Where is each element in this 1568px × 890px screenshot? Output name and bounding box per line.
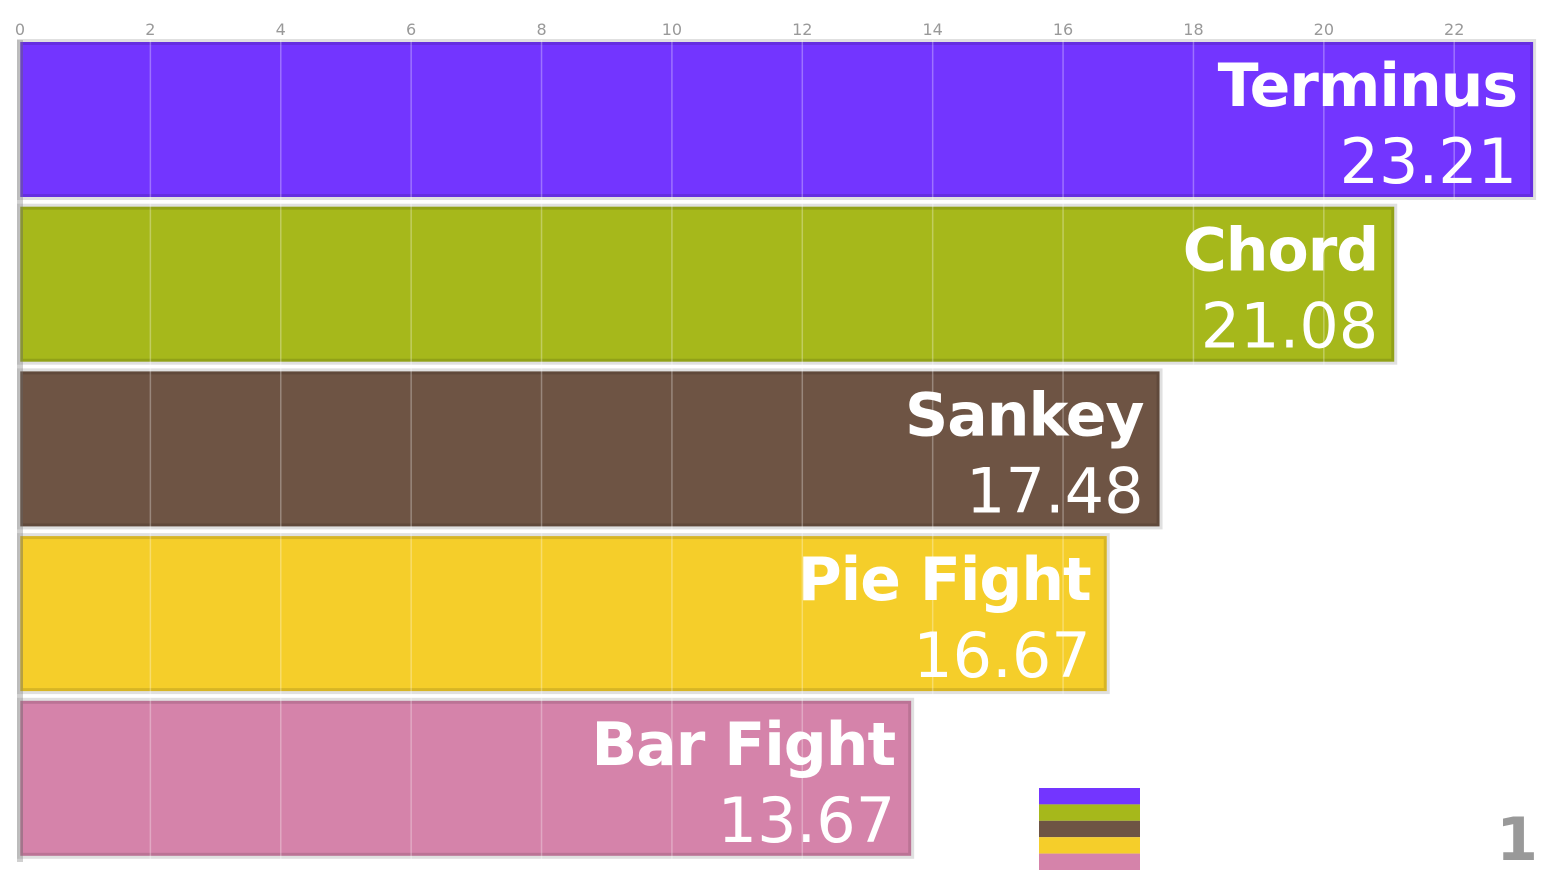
bar-value: 13.67	[718, 784, 896, 857]
counter: 1	[1496, 805, 1538, 875]
bar-name: Terminus	[1218, 51, 1517, 121]
bar	[17, 368, 1163, 530]
bar-name: Pie Fight	[798, 545, 1091, 615]
bar	[17, 533, 1110, 695]
x-tick-label: 4	[276, 20, 286, 39]
bar-value: 17.48	[966, 454, 1144, 527]
legend-swatch	[1039, 804, 1140, 821]
legend-swatch	[1039, 820, 1140, 838]
bar-value: 23.21	[1340, 125, 1518, 198]
bar	[17, 203, 1398, 365]
x-tick-label: 0	[15, 20, 25, 39]
x-tick-label: 18	[1183, 20, 1203, 39]
legend-swatch	[1039, 788, 1140, 805]
x-tick-label: 8	[536, 20, 546, 39]
bar	[17, 697, 915, 859]
x-tick-label: 16	[1053, 20, 1073, 39]
bar-name: Bar Fight	[592, 710, 896, 780]
x-tick-label: 6	[406, 20, 416, 39]
bar-name: Chord	[1183, 216, 1379, 286]
x-tick-label: 14	[923, 20, 943, 39]
bar-value: 16.67	[913, 619, 1091, 692]
x-tick-label: 22	[1444, 20, 1464, 39]
x-tick-label: 12	[792, 20, 812, 39]
x-tick-label: 10	[662, 20, 682, 39]
bar	[17, 39, 1537, 200]
x-tick-label: 2	[145, 20, 155, 39]
x-tick-label: 20	[1314, 20, 1334, 39]
legend-swatch	[1039, 853, 1140, 870]
legend-swatch	[1039, 837, 1140, 854]
bar-value: 21.08	[1201, 290, 1379, 363]
bar-name: Sankey	[905, 380, 1144, 450]
